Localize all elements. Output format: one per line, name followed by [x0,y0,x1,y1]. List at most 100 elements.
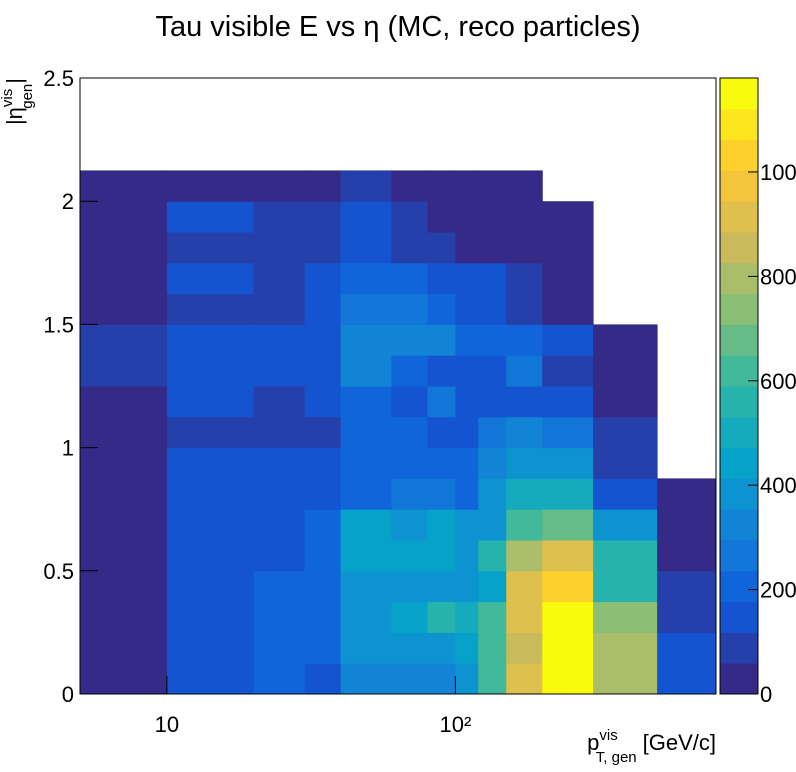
heat-cell [455,632,479,664]
heat-cell [166,540,255,572]
heat-cell [455,170,479,202]
heat-cell [478,386,507,418]
heat-cell [80,355,168,387]
heat-cell [455,509,479,541]
heat-cell [542,570,594,603]
heat-cell [478,447,507,479]
heat-cell [593,386,658,418]
heat-cell [427,509,456,541]
heat-cell [506,386,543,418]
heat-cell [391,663,428,695]
y-tick-label: 0.5 [43,559,74,584]
heat-cell [478,170,507,202]
heat-cell [455,386,479,418]
heat-cell [657,478,717,510]
heat-cell [478,416,507,449]
z-tick-label: 600 [760,369,796,394]
heat-cell [542,355,594,387]
heat-cell [80,386,168,418]
heat-cell [455,355,479,387]
heat-cell [166,324,255,356]
heat-cell [166,663,255,695]
x-title-sup: vis [599,727,617,744]
heat-cell [340,416,392,449]
heat-cell [340,293,392,325]
heat-cell [427,601,456,633]
heat-cell [340,509,392,541]
heat-cell [80,540,168,572]
colorbar-box [720,386,758,418]
colorbar-box [720,570,758,603]
heat-cell [304,601,342,633]
colorbar-box [720,663,758,695]
y-tick-label: 1 [62,436,74,461]
heat-cell [506,324,543,356]
heat-cell [593,478,658,510]
heat-cell [506,201,543,233]
y-tick-label: 0 [62,682,74,707]
colorbar-box [720,139,758,171]
heat-cell [542,386,594,418]
heat-cell [391,570,428,603]
heat-cell [80,632,168,664]
heat-cell [542,632,594,664]
heat-cell [80,509,168,541]
heat-cell [478,632,507,664]
heat-cell [80,601,168,633]
heat-cell [542,416,594,449]
heat-cell [593,355,658,387]
heat-cell [304,293,342,325]
heat-cell [166,478,255,510]
heat-cell [166,232,255,264]
colorbar-frame [719,77,759,695]
heat-cell [478,601,507,633]
heat-cell [166,632,255,664]
heat-cell [427,663,456,695]
heat-cell [340,201,392,233]
heat-cell [593,416,658,449]
heat-cell [455,324,479,356]
heat-cell [542,447,594,479]
heat-cell [657,540,717,572]
heat-cell [304,632,342,664]
heat-cell [253,386,306,418]
heat-cell [455,570,479,603]
heat-cell [80,478,168,510]
heat-cell [478,262,507,295]
heat-cell [166,416,255,449]
y-title-sub: gen [19,84,36,109]
y-title-base: |η [2,107,27,125]
heat-cell [455,232,479,264]
heat-cell [506,293,543,325]
x-title-sub: T, gen [596,749,637,766]
heat-cell [593,570,658,603]
x-tick-label: 10 [155,712,179,737]
z-tick-label: 0 [760,682,772,707]
heat-cell [542,509,594,541]
heat-cell [478,570,507,603]
heat-cell [455,293,479,325]
heat-cell [427,570,456,603]
heat-cell [166,293,255,325]
heat-cell [506,355,543,387]
heat-cell [391,601,428,633]
heat-cell [80,262,168,295]
heat-cell [542,663,594,695]
colorbar-box [720,232,758,264]
heat-cell [593,447,658,479]
colorbar-box [720,416,758,449]
heat-cell [304,232,342,264]
heat-cell [80,324,168,356]
y-axis-title: |ηvis gen| [0,78,36,125]
heat-cell [427,355,456,387]
heat-cell [304,416,342,449]
colorbar-box [720,262,758,295]
y-tick-label: 2.5 [43,66,74,91]
heat-cell [304,324,342,356]
heat-cell [253,570,306,603]
heat-cell [253,540,306,572]
heat-cell [455,663,479,695]
heat-cell [478,478,507,510]
heat-cell [478,509,507,541]
colorbar-box [720,601,758,633]
